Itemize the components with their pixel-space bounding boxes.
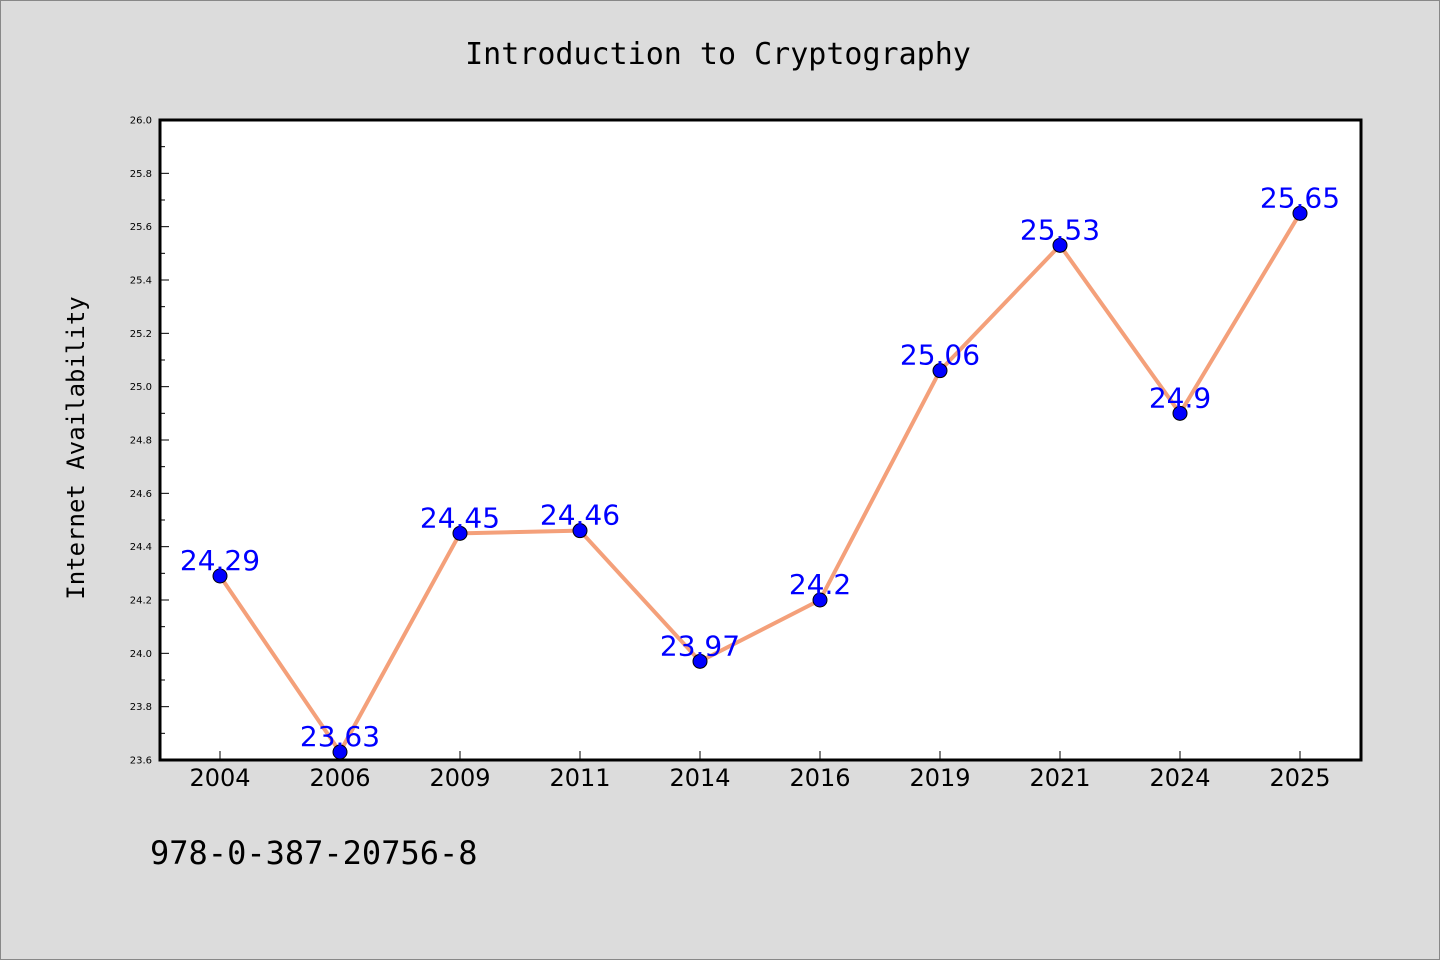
x-tick-label: 2004 xyxy=(189,764,250,792)
x-tick-label: 2021 xyxy=(1029,764,1090,792)
x-tick-label: 2016 xyxy=(789,764,850,792)
plot-area xyxy=(158,118,1363,762)
data-label: 24.46 xyxy=(540,499,620,532)
data-point xyxy=(692,653,708,669)
x-tick-label: 2024 xyxy=(1149,764,1210,792)
chart-title: Introduction to Cryptography xyxy=(465,37,971,72)
data-point xyxy=(572,523,588,539)
data-label: 23.63 xyxy=(300,720,380,753)
data-label: 25.53 xyxy=(1020,213,1100,246)
x-tick-label: 2011 xyxy=(549,764,610,792)
isbn-text: 978-0-387-20756-8 xyxy=(150,834,478,872)
x-tick-label: 2006 xyxy=(309,764,370,792)
data-point xyxy=(212,568,228,584)
y-tick-label: 24.4 xyxy=(130,542,152,553)
x-tick-label: 2019 xyxy=(909,764,970,792)
y-tick-label: 24.8 xyxy=(130,436,152,447)
data-label: 24.29 xyxy=(180,544,260,577)
data-labels: 24.29 23.63 24.45 24.46 23.97 24.2 25.06 25.53 2… xyxy=(180,181,1340,753)
y-tick-label: 23.6 xyxy=(130,756,152,767)
y-tick-label: 24.2 xyxy=(130,596,152,607)
y-tick-label: 25.4 xyxy=(130,276,152,287)
data-label: 25.65 xyxy=(1260,181,1340,214)
y-tick-label: 24.0 xyxy=(130,649,152,660)
data-label: 24.2 xyxy=(789,568,851,601)
data-label: 24.9 xyxy=(1149,381,1211,414)
x-tick-label: 2014 xyxy=(669,764,730,792)
y-tick-label: 23.8 xyxy=(130,702,152,713)
data-point xyxy=(332,744,348,760)
data-point xyxy=(452,525,468,541)
data-label: 24.45 xyxy=(420,501,500,534)
data-point xyxy=(1172,405,1188,421)
y-tick-label: 25.0 xyxy=(130,382,152,393)
data-label: 23.97 xyxy=(660,629,740,662)
y-tick-label: 24.6 xyxy=(130,489,152,500)
data-point xyxy=(1052,237,1068,253)
y-axis-ticks: 23.6 23.8 24.0 24.2 24.4 24.6 24.8 25.0 25.2 25.4… xyxy=(130,116,169,767)
x-axis-ticks: 2004 2006 2009 2011 2014 2016 2019 2021 2024 2025 xyxy=(189,751,1331,792)
series-line-group xyxy=(218,211,1302,754)
y-axis-label: Internet Availability xyxy=(62,296,90,599)
y-tick-label: 25.2 xyxy=(130,329,152,340)
y-tick-label: 25.8 xyxy=(130,169,152,180)
data-points xyxy=(212,205,1308,760)
data-label: 25.06 xyxy=(900,339,980,372)
y-tick-label: 25.6 xyxy=(130,222,152,233)
data-point xyxy=(932,363,948,379)
x-tick-label: 2009 xyxy=(429,764,490,792)
y-tick-label: 26.0 xyxy=(130,116,152,127)
x-tick-label: 2025 xyxy=(1269,764,1330,792)
data-point xyxy=(812,592,828,608)
data-point xyxy=(1292,205,1308,221)
series-line xyxy=(218,211,1302,754)
